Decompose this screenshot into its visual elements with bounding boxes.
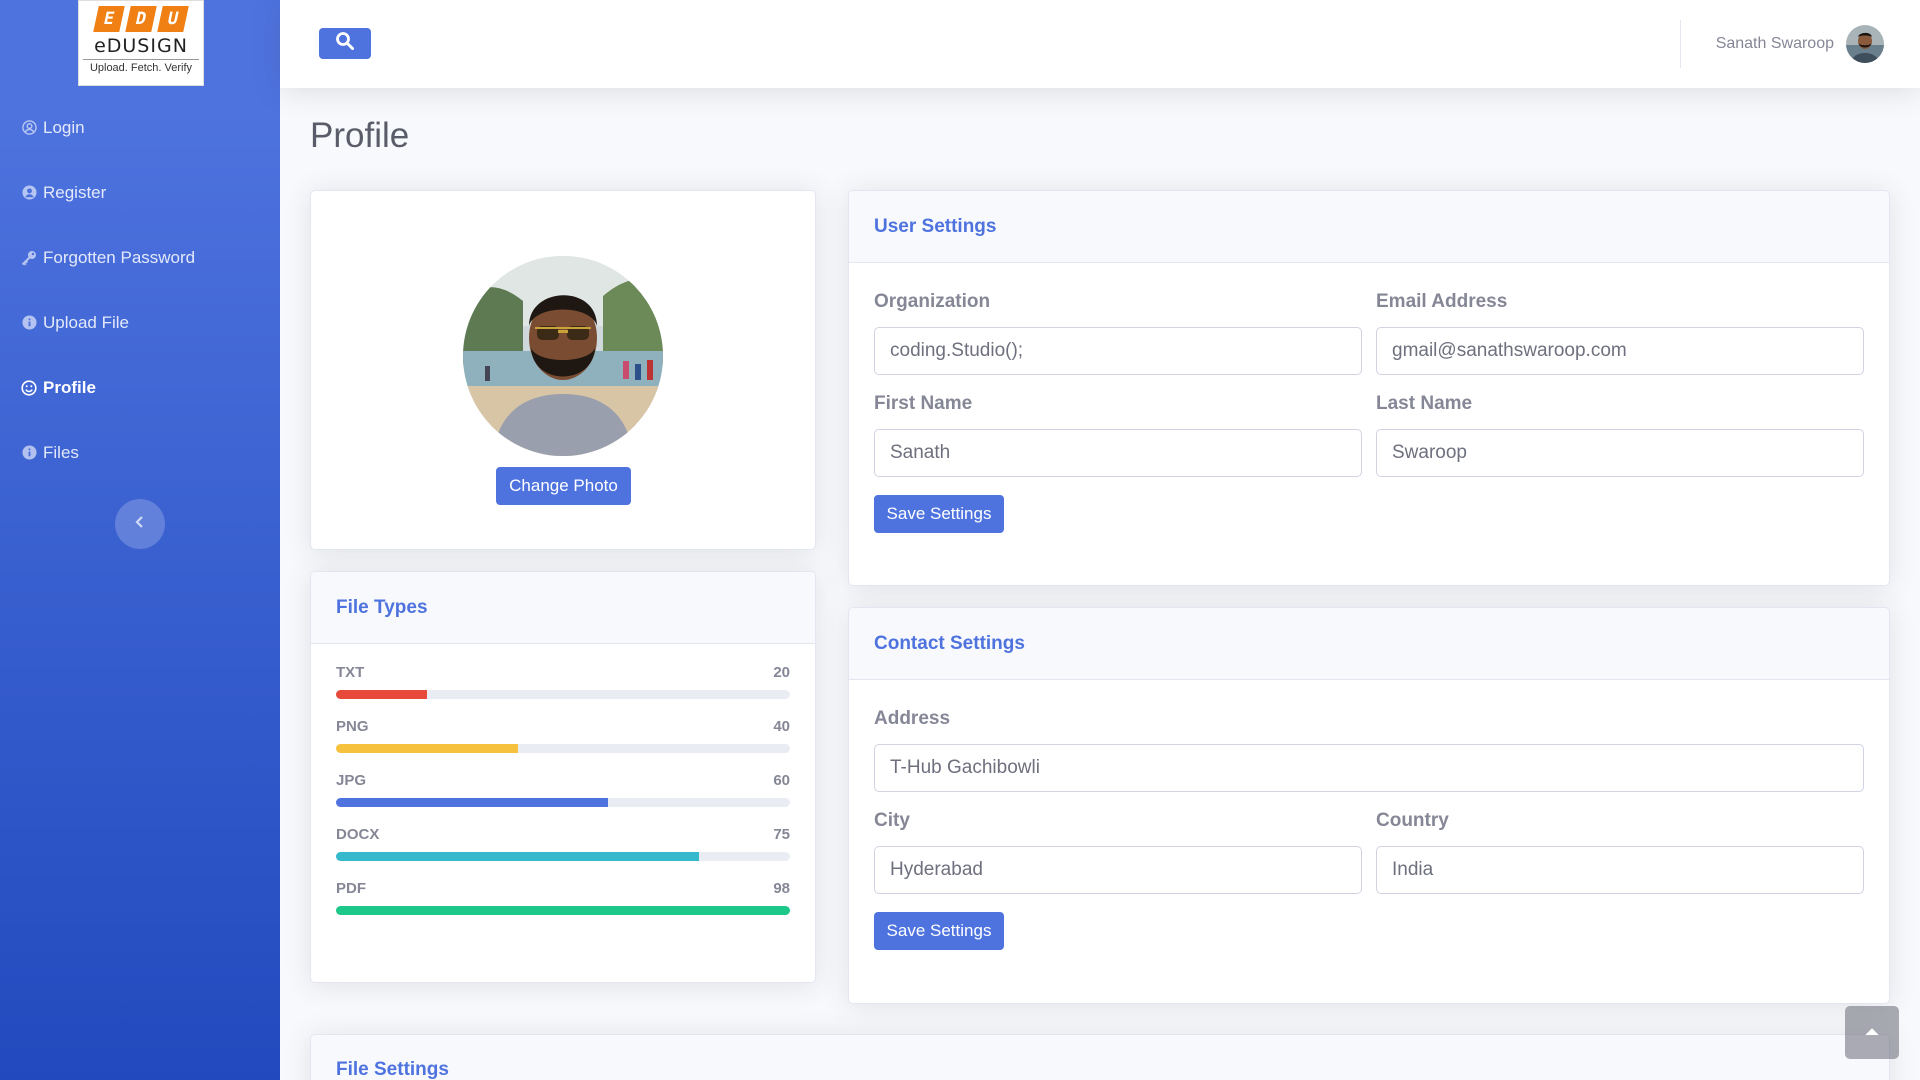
search-icon — [335, 31, 355, 56]
key-icon — [20, 249, 38, 267]
brand-name: eDUSIGN — [94, 35, 188, 57]
chevron-left-icon — [134, 515, 146, 534]
file-type-count: 60 — [773, 772, 790, 789]
search-button[interactable] — [319, 28, 371, 59]
page-title: Profile — [310, 116, 410, 155]
organization-label: Organization — [874, 291, 991, 312]
progress-track — [336, 744, 790, 753]
progress-track — [336, 906, 790, 915]
info-circle-icon — [20, 314, 38, 332]
sidebar-toggle-button[interactable] — [115, 499, 165, 549]
user-menu[interactable]: Sanath Swaroop — [1716, 22, 1884, 66]
save-contact-settings-button[interactable]: Save Settings — [874, 912, 1004, 950]
sidebar-nav: Login Register Forgotten Password Upload… — [0, 95, 280, 485]
chevron-up-icon — [1865, 1024, 1879, 1042]
organization-field[interactable] — [874, 327, 1362, 375]
sidebar-item-register[interactable]: Register — [0, 160, 280, 225]
sidebar-item-label: Login — [43, 117, 85, 137]
user-icon — [20, 184, 38, 202]
sidebar-item-files[interactable]: Files — [0, 420, 280, 485]
sidebar-item-login[interactable]: Login — [0, 95, 280, 160]
file-type-row: TXT 20 — [336, 664, 790, 699]
address-label: Address — [874, 708, 951, 729]
sidebar-item-label: Profile — [43, 377, 96, 397]
country-field[interactable] — [1376, 846, 1864, 894]
file-type-label: DOCX — [336, 826, 380, 843]
profile-photo — [463, 256, 663, 456]
first-name-field[interactable] — [874, 429, 1362, 477]
file-type-row: PNG 40 — [336, 718, 790, 753]
scroll-to-top-button[interactable] — [1845, 1006, 1899, 1059]
first-name-label: First Name — [874, 393, 973, 414]
save-user-settings-button[interactable]: Save Settings — [874, 495, 1004, 533]
sidebar: E D U eDUSIGN Upload. Fetch. Verify Logi… — [0, 0, 280, 1080]
change-photo-button[interactable]: Change Photo — [496, 467, 631, 505]
contact-settings-card: Contact Settings Address City Country Sa… — [848, 607, 1890, 1004]
user-name: Sanath Swaroop — [1715, 35, 1834, 52]
sidebar-item-forgotten-password[interactable]: Forgotten Password — [0, 225, 280, 290]
brand-tiles: E D U — [79, 6, 203, 32]
brand-letter: U — [157, 6, 189, 32]
progress-track — [336, 690, 790, 699]
brand-logo[interactable]: E D U eDUSIGN Upload. Fetch. Verify — [78, 0, 204, 86]
sidebar-item-upload-file[interactable]: Upload File — [0, 290, 280, 355]
file-type-row: PDF 98 — [336, 880, 790, 915]
file-type-label: PDF — [336, 880, 366, 897]
brand-tagline: Upload. Fetch. Verify — [83, 59, 199, 74]
brand-letter: E — [93, 6, 125, 32]
sidebar-item-label: Upload File — [43, 312, 129, 332]
sidebar-item-label: Files — [43, 442, 79, 462]
email-label: Email Address — [1376, 291, 1508, 312]
file-type-count: 20 — [773, 664, 790, 681]
card-title: File Types — [311, 572, 815, 644]
file-type-label: TXT — [336, 664, 365, 681]
progress-track — [336, 798, 790, 807]
avatar[interactable] — [1846, 25, 1884, 63]
topbar-divider — [1680, 20, 1681, 68]
user-circle-icon — [20, 119, 38, 137]
info-circle-icon — [20, 444, 38, 462]
progress-bar — [336, 852, 700, 861]
card-title: User Settings — [849, 191, 1889, 263]
sidebar-item-label: Register — [43, 182, 107, 202]
card-title: Contact Settings — [849, 608, 1889, 680]
smile-icon — [20, 379, 38, 397]
address-field[interactable] — [874, 744, 1864, 792]
file-settings-card: File Settings — [310, 1034, 1890, 1080]
last-name-label: Last Name — [1376, 393, 1473, 414]
card-title: File Settings — [311, 1035, 1889, 1080]
country-label: Country — [1376, 810, 1449, 831]
progress-bar — [336, 690, 427, 699]
progress-track — [336, 852, 790, 861]
progress-bar — [336, 906, 790, 915]
city-field[interactable] — [874, 846, 1362, 894]
profile-photo-card: Change Photo — [310, 190, 816, 550]
city-label: City — [874, 810, 910, 831]
progress-bar — [336, 744, 518, 753]
file-type-label: JPG — [336, 772, 367, 789]
file-type-count: 40 — [773, 718, 790, 735]
email-field[interactable] — [1376, 327, 1864, 375]
last-name-field[interactable] — [1376, 429, 1864, 477]
topbar: Sanath Swaroop — [280, 0, 1920, 88]
file-type-label: PNG — [336, 718, 369, 735]
sidebar-item-profile[interactable]: Profile — [0, 355, 280, 420]
file-type-count: 75 — [773, 826, 790, 843]
progress-bar — [336, 798, 609, 807]
user-settings-card: User Settings Organization Email Address… — [848, 190, 1890, 586]
sidebar-item-label: Forgotten Password — [43, 247, 196, 267]
file-type-row: DOCX 75 — [336, 826, 790, 861]
file-types-list: TXT 20 PNG 40 JPG 60 DOCX 75 PDF 98 — [311, 644, 815, 915]
file-type-count: 98 — [773, 880, 790, 897]
file-types-card: File Types TXT 20 PNG 40 JPG 60 DOCX 75 PDF 9… — [310, 571, 816, 983]
file-type-row: JPG 60 — [336, 772, 790, 807]
brand-letter: D — [125, 6, 157, 32]
